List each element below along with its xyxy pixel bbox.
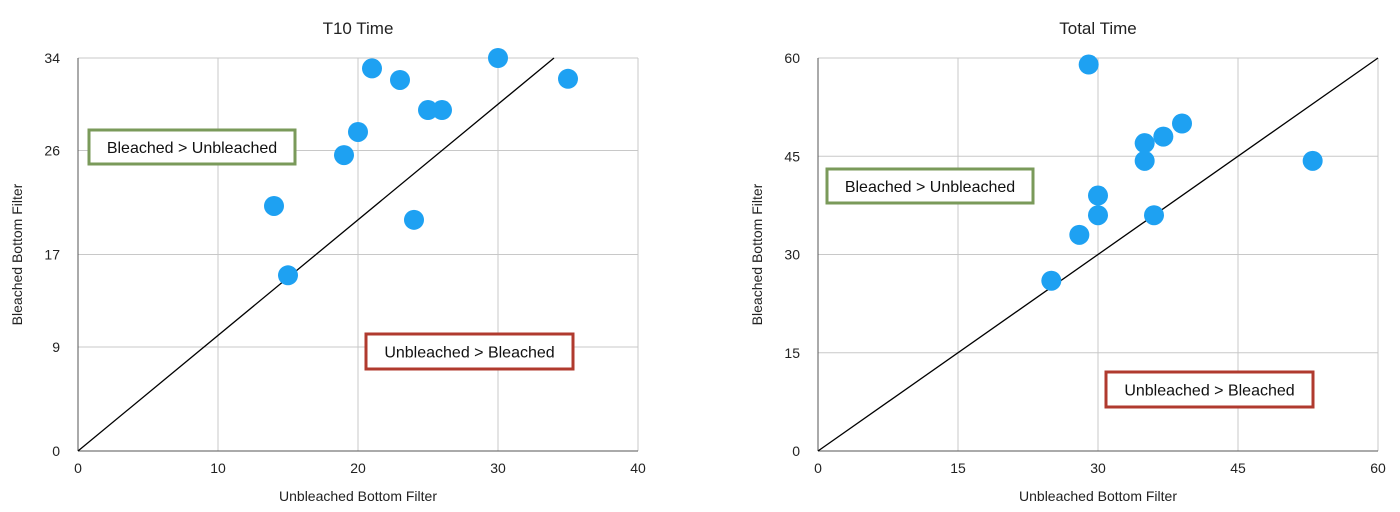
x-tick-label: 45 (1230, 460, 1246, 476)
data-point (404, 209, 424, 230)
annotation-box (364, 332, 575, 371)
data-point (1088, 205, 1108, 226)
data-point (1078, 54, 1099, 75)
chart-total-time: 0 15 30 45 60 0 15 30 45 60 Bleached > Unbleached U… (700, 0, 1400, 512)
data-point (1069, 224, 1090, 245)
data-point (390, 69, 410, 90)
x-tick-label: 60 (1370, 460, 1386, 476)
data-point (1144, 205, 1164, 226)
data-point (1302, 150, 1323, 171)
y-tick-label: 15 (784, 345, 800, 361)
data-point (1134, 133, 1155, 154)
y-tick-label: 60 (784, 50, 800, 66)
x-tick-label: 15 (950, 460, 966, 476)
x-axis-title: Unbleached Bottom Filter (279, 488, 437, 504)
x-tick-label: 40 (630, 460, 646, 476)
annotation-box (825, 167, 1035, 205)
chart-total-time-svg: 0 15 30 45 60 0 15 30 45 60 Bleached > Unbleached U… (749, 19, 1386, 504)
x-tick-label: 30 (1090, 460, 1106, 476)
x-tick-label: 20 (350, 460, 366, 476)
chart-title: T10 Time (323, 19, 394, 38)
data-point (1134, 150, 1155, 171)
chart-t10-time-svg: 0 10 20 30 40 0 9 17 26 34 Bleached > Unbleached Un… (9, 19, 646, 504)
y-tick-label: 0 (52, 443, 60, 459)
data-point (1088, 185, 1108, 206)
data-point (348, 121, 368, 142)
y-tick-label: 0 (792, 443, 800, 459)
data-point (334, 145, 354, 166)
data-point (1041, 270, 1062, 291)
data-point (418, 100, 438, 121)
y-tick-label: 26 (44, 142, 60, 158)
y-axis-title: Bleached Bottom Filter (749, 183, 765, 325)
reference-line-y-equals-x (817, 57, 1379, 452)
y-axis-title: Bleached Bottom Filter (9, 183, 25, 325)
data-point (264, 195, 284, 216)
x-tick-label: 30 (490, 460, 506, 476)
chart-title: Total Time (1059, 19, 1136, 38)
annotation-box (87, 128, 297, 166)
y-tick-label: 30 (784, 247, 800, 263)
y-tick-label: 34 (44, 50, 60, 66)
annotation-box (1104, 370, 1315, 409)
annotation-label: Unbleached > Bleached (1124, 383, 1294, 400)
data-point (432, 100, 452, 121)
data-point (558, 68, 578, 89)
x-tick-label: 10 (210, 460, 226, 476)
annotation-label: Bleached > Unbleached (845, 179, 1015, 196)
y-tick-label: 45 (784, 148, 800, 164)
annotation-label: Bleached > Unbleached (107, 140, 277, 157)
reference-line-y-equals-x (77, 57, 555, 452)
y-tick-label: 17 (44, 247, 60, 263)
annotation-label: Unbleached > Bleached (384, 345, 554, 362)
x-axis-title: Unbleached Bottom Filter (1019, 488, 1177, 504)
data-point (1172, 113, 1192, 134)
data-point (278, 265, 298, 286)
y-tick-label: 9 (52, 339, 60, 355)
data-point (362, 58, 382, 79)
x-tick-label: 0 (74, 460, 82, 476)
data-point (488, 48, 508, 68)
x-tick-label: 0 (814, 460, 822, 476)
data-point (1153, 126, 1174, 147)
chart-t10-time: 0 10 20 30 40 0 9 17 26 34 Bleached > Unbleached Un… (9, 19, 646, 504)
